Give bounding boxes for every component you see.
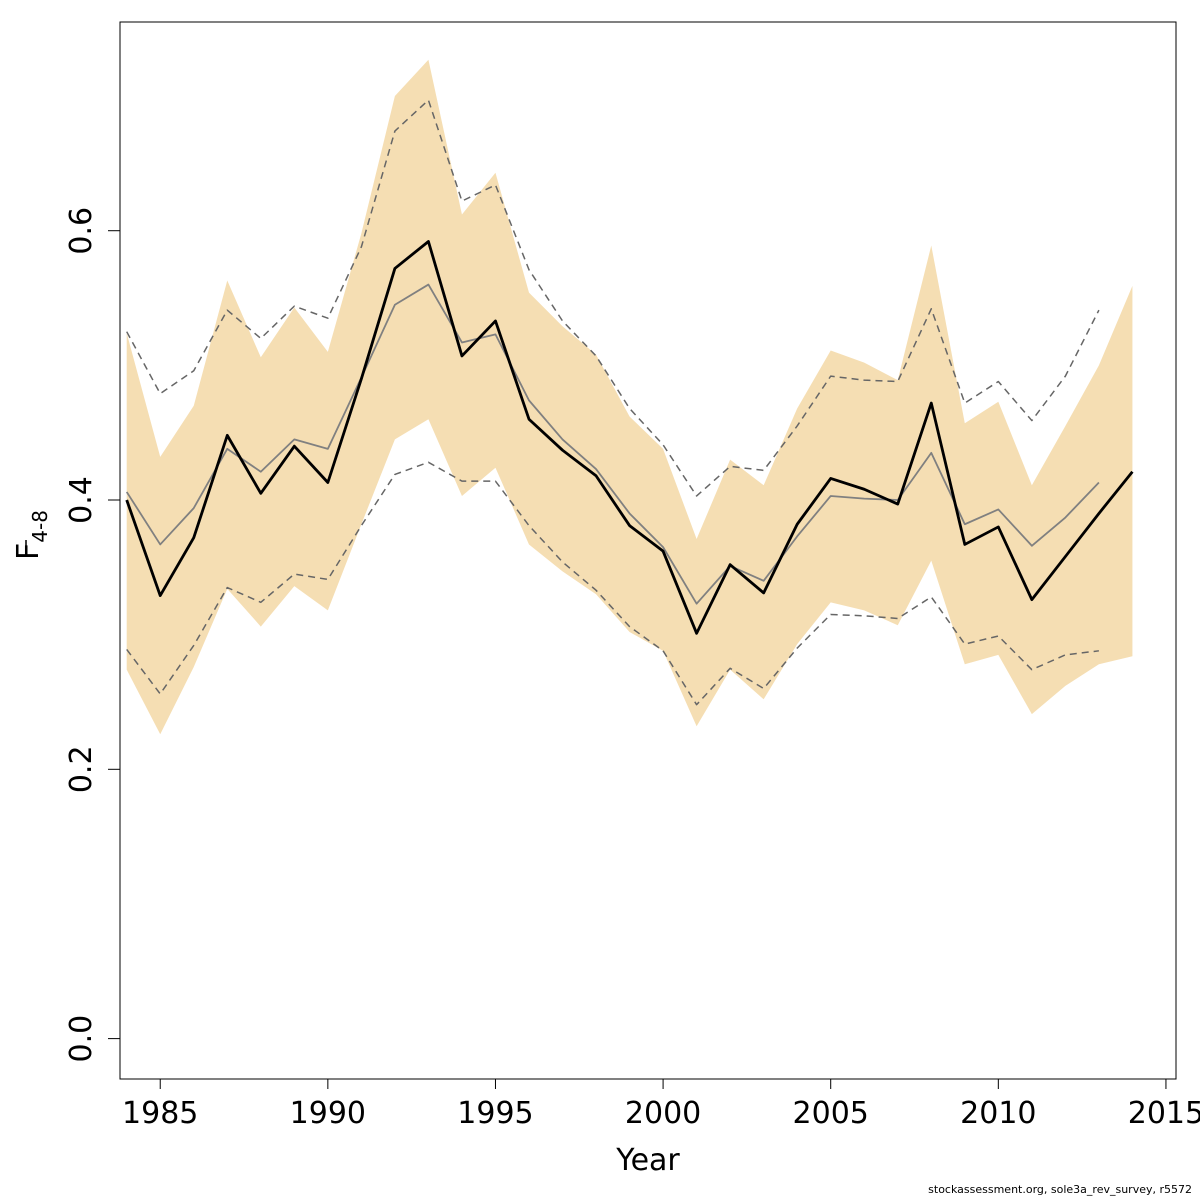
footer-credit: stockassessment.org, sole3a_rev_survey, … [928, 1183, 1192, 1196]
y-axis-label-main: F4-8 [11, 510, 52, 560]
x-tick-label: 1985 [122, 1096, 198, 1131]
previous-upper-line [126, 99, 1100, 497]
plot-frame [119, 21, 1177, 1080]
x-tick-label: 2015 [1128, 1096, 1200, 1131]
plot-area [125, 59, 1134, 735]
confidence-band [126, 59, 1133, 735]
previous-lower-line [126, 461, 1099, 706]
x-tick-label: 1995 [457, 1096, 533, 1131]
estimate-line [125, 240, 1134, 635]
x-tick-label: 1990 [290, 1096, 366, 1131]
x-tick-label: 2000 [625, 1096, 701, 1131]
y-axis-label-subscript: 4-8 [28, 510, 52, 543]
y-axis-label: F4-8 [11, 510, 52, 560]
x-axis-label: Year [615, 1143, 680, 1178]
y-tick-label: 0.6 [64, 207, 99, 255]
x-tick-label: 2010 [960, 1096, 1036, 1131]
axes: 1985 1990 1995 2000 2005 2010 2015 0.0 0.2 0.4 0.6 [64, 21, 1200, 1131]
y-tick-label: 0.0 [64, 1015, 99, 1063]
previous-estimate-line [125, 283, 1100, 605]
y-tick-label: 0.2 [64, 745, 99, 793]
y-tick-label: 0.4 [64, 476, 99, 524]
x-tick-label: 2005 [793, 1096, 869, 1131]
